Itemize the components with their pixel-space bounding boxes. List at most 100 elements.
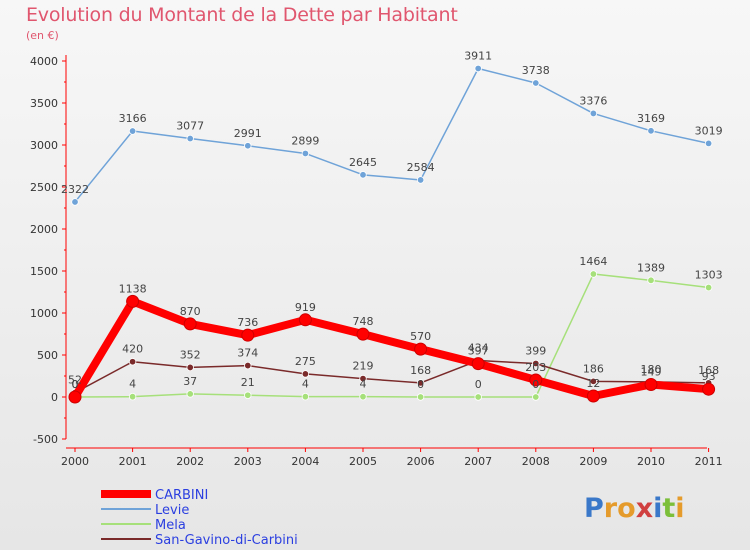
series-carbini	[68, 294, 716, 404]
chart-subtitle: (en €)	[26, 29, 59, 42]
data-label: 168	[698, 364, 719, 377]
x-tick-label: 2003	[234, 455, 262, 468]
y-tick-label: 2000	[30, 223, 58, 236]
data-label: 374	[237, 347, 258, 360]
data-label: 919	[295, 301, 316, 314]
chart-axes: -500050010001500200025003000350040002000…	[30, 55, 723, 468]
data-point	[589, 377, 598, 386]
data-label: 168	[410, 364, 431, 377]
data-point	[532, 359, 540, 368]
data-point	[359, 392, 367, 401]
data-label: 570	[410, 330, 431, 343]
data-point	[301, 392, 310, 401]
x-tick-label: 2009	[579, 455, 607, 468]
logo-letter: t	[662, 493, 675, 524]
series-line	[74, 359, 710, 394]
series-layer	[68, 64, 716, 404]
data-point	[474, 64, 482, 73]
data-label: 21	[241, 376, 255, 389]
data-point	[416, 393, 425, 401]
proxiti-logo: Proxiti	[584, 493, 685, 524]
data-point	[704, 139, 713, 148]
data-label: 4	[360, 378, 367, 391]
data-point	[647, 276, 655, 285]
data-point	[702, 382, 716, 396]
data-label: 0	[417, 378, 424, 391]
x-tick-label: 2010	[637, 455, 665, 468]
data-point	[414, 342, 428, 356]
data-label: 2322	[61, 183, 89, 196]
x-tick-label: 2011	[695, 455, 723, 468]
x-tick-label: 2007	[464, 455, 492, 468]
data-label: 180	[641, 363, 662, 376]
x-tick-label: 2001	[119, 455, 147, 468]
data-label: 37	[183, 375, 197, 388]
data-point	[586, 389, 600, 403]
data-label: 352	[180, 348, 201, 361]
data-label: 4	[129, 378, 136, 391]
y-tick-label: 500	[37, 349, 58, 362]
series-levie	[71, 64, 713, 206]
data-point	[186, 134, 194, 143]
data-label: 2645	[349, 156, 377, 169]
data-label: 748	[353, 315, 374, 328]
data-point	[359, 171, 367, 179]
data-point	[244, 361, 252, 370]
data-label: 2899	[291, 134, 319, 147]
data-label: 397	[468, 345, 489, 358]
x-tick-label: 2000	[61, 455, 89, 468]
data-point	[244, 142, 252, 150]
data-point	[471, 357, 485, 371]
data-label: 186	[583, 362, 604, 375]
data-point	[644, 377, 658, 391]
data-point	[68, 390, 82, 404]
chart-title: Evolution du Montant de la Dette par Hab…	[26, 4, 458, 26]
data-point	[183, 317, 197, 331]
y-tick-label: 1000	[30, 307, 58, 320]
data-point	[301, 370, 310, 378]
data-point	[128, 392, 137, 401]
legend-label: Levie	[155, 503, 189, 518]
data-point	[532, 79, 540, 87]
data-label: 3169	[637, 112, 665, 125]
data-label: 1464	[579, 255, 607, 268]
series-line	[74, 67, 710, 203]
data-label: 420	[122, 343, 143, 356]
data-label: 1303	[695, 269, 723, 282]
data-label: 399	[525, 344, 546, 357]
legend-label: San-Gavino-di-Carbini	[155, 533, 298, 548]
data-label: 3738	[522, 64, 550, 77]
data-label: 12	[586, 377, 600, 390]
logo-letter: x	[636, 493, 653, 524]
data-point	[359, 374, 367, 383]
data-label: 149	[641, 365, 662, 378]
data-labels-layer: 2322 3166 3077 2991 2899 2645 2584 3911 3738 3376…	[61, 49, 723, 391]
x-tick-label: 2008	[522, 455, 550, 468]
y-tick-label: 2500	[30, 181, 58, 194]
data-point	[244, 391, 252, 399]
data-label: 1389	[637, 261, 665, 274]
data-point	[416, 176, 425, 184]
data-point	[186, 390, 194, 398]
y-tick-label: 0	[51, 391, 58, 404]
data-point	[126, 294, 140, 308]
data-label: 870	[180, 305, 201, 318]
data-point	[589, 109, 598, 118]
data-label: 434	[468, 342, 489, 355]
data-point	[647, 127, 655, 135]
logo-letter: i	[653, 493, 662, 524]
y-tick-label: 4000	[30, 55, 58, 68]
data-point	[529, 373, 543, 387]
data-label: 275	[295, 355, 316, 368]
y-tick-label: -500	[33, 433, 58, 446]
data-label: 3019	[695, 124, 723, 137]
x-tick-label: 2006	[407, 455, 435, 468]
data-point	[128, 358, 137, 366]
logo-letter: i	[675, 493, 684, 524]
data-label: 0	[72, 378, 79, 391]
data-label: 2584	[407, 161, 435, 174]
x-tick-label: 2005	[349, 455, 377, 468]
data-point	[474, 393, 482, 401]
logo-text: Proxiti	[584, 493, 685, 524]
